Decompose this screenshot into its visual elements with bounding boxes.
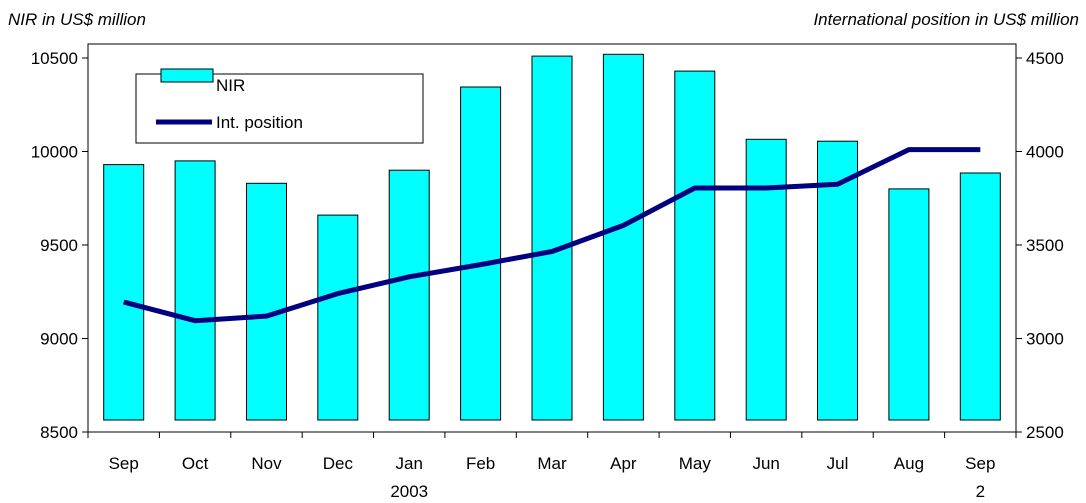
nir-bar-4 — [388, 169, 430, 421]
x-axis: Sep Oct Nov Dec Jan Feb Mar Apr May Jun Jul Aug Sep 2… — [87, 432, 1017, 501]
nir-bar-2 — [246, 182, 287, 421]
left-tick-label-0: 8500 — [40, 423, 78, 442]
nir-bar-1 — [174, 160, 216, 421]
x-tick-label-0: Sep — [109, 454, 139, 473]
left-tick-label-2: 9500 — [40, 236, 78, 255]
nir-bar-0 — [103, 164, 145, 421]
nir-bar-12 — [959, 172, 1001, 421]
nir-bar-8 — [674, 70, 716, 421]
int-position-line-group — [123, 147, 981, 324]
year-label-2: 2 — [976, 482, 985, 501]
nir-bar-6 — [531, 55, 573, 421]
x-tick-label-6: Mar — [537, 454, 567, 473]
nir-bar-9 — [745, 138, 787, 421]
legend-box — [135, 73, 424, 144]
x-tick-label-2: Nov — [251, 454, 282, 473]
right-tick-label-1: 3000 — [1026, 330, 1064, 349]
right-tick-label-0: 2500 — [1026, 423, 1064, 442]
right-tick-label-3: 4000 — [1026, 143, 1064, 162]
x-tick-label-8: May — [679, 454, 712, 473]
plot-area — [87, 43, 1017, 433]
right-tick-label-2: 3500 — [1026, 236, 1064, 255]
x-tick-label-9: Jun — [752, 454, 779, 473]
legend-nir-label: NIR — [216, 76, 245, 95]
x-tick-label-7: Apr — [610, 454, 637, 473]
x-tick-label-4: Jan — [396, 454, 423, 473]
nir-bars — [103, 53, 1001, 421]
x-tick-label-1: Oct — [182, 454, 209, 473]
x-tick-label-11: Aug — [894, 454, 924, 473]
year-label-2003: 2003 — [390, 482, 428, 501]
left-tick-label-1: 9000 — [40, 330, 78, 349]
right-axis: 2500 3000 3500 4000 4500 — [1016, 49, 1064, 442]
legend: NIR Int. position — [135, 68, 424, 144]
right-axis-title: International position in US$ million — [813, 10, 1079, 29]
nir-bar-5 — [460, 86, 502, 421]
int-position-line — [123, 147, 981, 324]
left-axis: 8500 9000 9500 10000 10500 — [31, 49, 88, 442]
legend-int-position-label: Int. position — [216, 113, 303, 132]
left-tick-label-4: 10500 — [31, 49, 78, 68]
nir-bar-7 — [602, 53, 644, 421]
legend-nir-swatch — [160, 68, 214, 83]
x-tick-label-12: Sep — [965, 454, 995, 473]
x-tick-label-3: Dec — [323, 454, 354, 473]
x-tick-label-5: Feb — [466, 454, 495, 473]
nir-bar-10 — [817, 140, 858, 421]
x-tick-label-10: Jul — [827, 454, 849, 473]
nir-bar-11 — [888, 188, 930, 421]
left-tick-label-3: 10000 — [31, 143, 78, 162]
right-tick-label-4: 4500 — [1026, 49, 1064, 68]
nir-bar-3 — [317, 214, 359, 421]
left-axis-title: NIR in US$ million — [8, 10, 146, 29]
